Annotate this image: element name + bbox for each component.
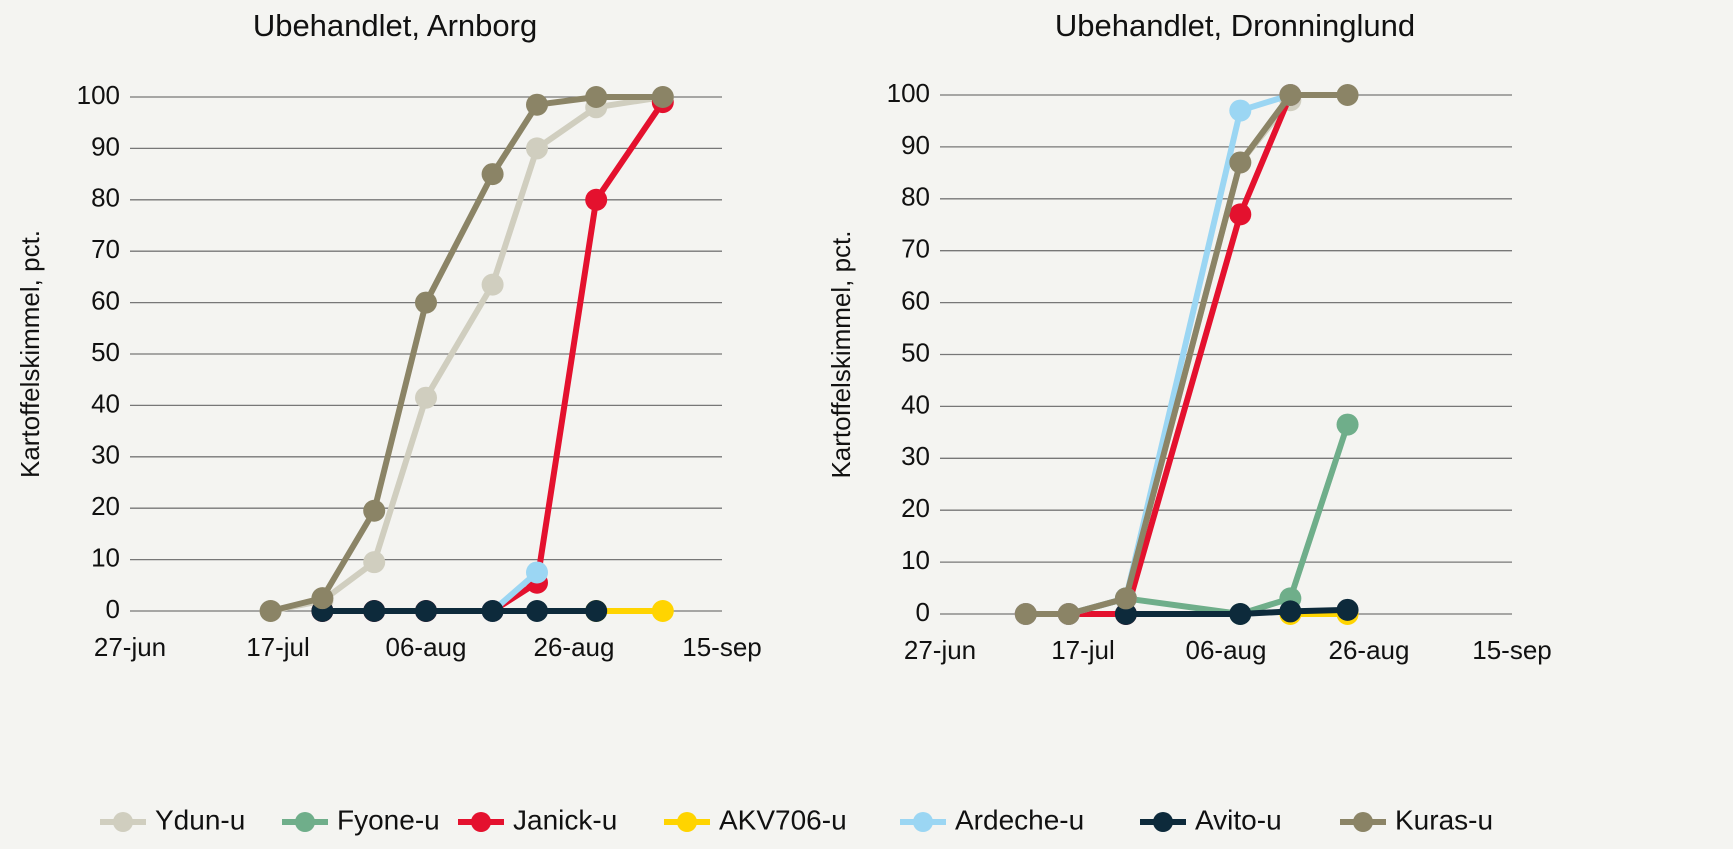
x-tick-label: 15-sep (1472, 635, 1552, 665)
y-tick-label: 30 (901, 441, 930, 471)
y-tick-label: 30 (91, 440, 120, 470)
legend-label: Janick-u (513, 804, 617, 835)
data-point (1229, 99, 1252, 122)
x-tick-label: 15-sep (682, 632, 762, 662)
data-point (1336, 413, 1359, 436)
chart-title: Ubehandlet, Arnborg (253, 8, 537, 43)
y-tick-label: 80 (91, 183, 120, 213)
data-point (585, 86, 608, 108)
data-point (585, 188, 608, 211)
y-tick-label: 10 (901, 545, 930, 575)
legend-marker (1353, 812, 1373, 832)
y-tick-label: 40 (91, 388, 120, 418)
data-point (363, 600, 386, 622)
legend-label: Kuras-u (1395, 804, 1493, 835)
legend-label: Fyone-u (337, 804, 440, 835)
y-tick-label: 60 (901, 285, 930, 315)
data-point (526, 600, 548, 622)
y-axis-label: Kartoffelskimmel, pct. (15, 230, 45, 478)
data-point (1114, 587, 1137, 610)
data-point (311, 587, 334, 610)
x-tick-label: 27-jun (94, 632, 166, 662)
data-point (1114, 603, 1137, 625)
y-tick-label: 90 (91, 131, 120, 161)
data-point (415, 600, 437, 622)
y-tick-label: 100 (77, 80, 120, 110)
data-point (526, 561, 548, 584)
data-point (415, 386, 437, 409)
x-tick-label: 06-aug (386, 632, 467, 662)
data-point (481, 273, 504, 296)
data-point (1279, 600, 1302, 623)
data-point (651, 600, 674, 622)
legend-label: AKV706-u (719, 804, 847, 835)
y-tick-label: 80 (901, 182, 930, 212)
legend-marker (295, 812, 315, 832)
data-point (481, 163, 504, 186)
legend-marker (677, 812, 697, 832)
x-tick-label: 17-jul (1051, 635, 1115, 665)
y-tick-label: 20 (91, 491, 120, 521)
legend-marker (471, 812, 491, 832)
x-tick-label: 27-jun (904, 635, 976, 665)
y-axis-label: Kartoffelskimmel, pct. (826, 230, 856, 478)
y-tick-label: 40 (901, 389, 930, 419)
legend-label: Avito-u (1195, 804, 1282, 835)
data-point (526, 93, 548, 116)
x-tick-label: 26-aug (1329, 635, 1410, 665)
legend-marker (1153, 812, 1173, 832)
y-tick-label: 0 (916, 597, 930, 627)
data-point (481, 600, 504, 622)
x-tick-label: 17-jul (246, 632, 310, 662)
y-tick-label: 70 (91, 234, 120, 264)
y-tick-label: 10 (91, 542, 120, 572)
data-point (259, 600, 282, 622)
data-point (415, 291, 437, 314)
data-point (651, 86, 674, 108)
y-tick-label: 50 (901, 337, 930, 367)
y-tick-label: 50 (91, 337, 120, 367)
legend-marker (113, 812, 133, 832)
y-tick-label: 0 (106, 594, 120, 624)
data-point (1336, 598, 1359, 621)
data-point (1057, 603, 1080, 625)
x-tick-label: 26-aug (534, 632, 615, 662)
legend: Ydun-u Fyone-u Janick-u AKV706-u Ardeche-u Av… (100, 804, 1493, 835)
data-point (1229, 603, 1252, 625)
y-tick-label: 90 (901, 130, 930, 160)
x-tick-label: 06-aug (1186, 635, 1267, 665)
data-point (585, 600, 608, 622)
data-point (1014, 603, 1037, 625)
legend-marker (913, 812, 933, 832)
data-point (1229, 203, 1252, 226)
legend-label: Ydun-u (155, 804, 245, 835)
data-point (363, 499, 386, 522)
data-point (1336, 84, 1359, 106)
y-tick-label: 100 (887, 78, 930, 108)
legend-label: Ardeche-u (955, 804, 1084, 835)
y-tick-label: 60 (91, 285, 120, 315)
data-point (1279, 84, 1302, 106)
data-point (526, 137, 548, 160)
data-point (363, 551, 386, 574)
chart-title: Ubehandlet, Dronninglund (1055, 8, 1415, 43)
data-point (1229, 151, 1252, 174)
series-line (1125, 606, 1348, 617)
y-tick-label: 20 (901, 493, 930, 523)
y-tick-label: 70 (901, 234, 930, 264)
